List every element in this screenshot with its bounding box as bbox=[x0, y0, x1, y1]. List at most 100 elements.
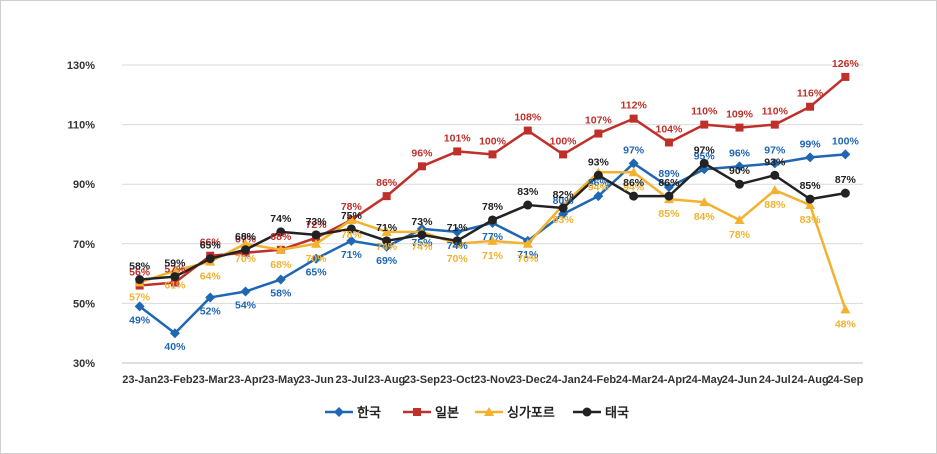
data-label: 70% bbox=[517, 253, 539, 265]
x-tick-label: 23-Apr bbox=[228, 374, 264, 386]
data-label: 83% bbox=[800, 214, 822, 226]
series-0-point bbox=[311, 253, 322, 264]
data-label: 86% bbox=[658, 177, 680, 189]
series-1-point bbox=[453, 147, 462, 156]
data-label: 68% bbox=[270, 231, 292, 243]
data-label: 65% bbox=[200, 240, 222, 252]
series-0-point bbox=[346, 235, 357, 246]
data-label: 77% bbox=[482, 231, 504, 243]
series-1-point bbox=[629, 114, 638, 123]
data-label: 61% bbox=[164, 280, 186, 292]
x-tick-label: 24-Feb bbox=[581, 374, 617, 386]
data-label: 67% bbox=[235, 234, 257, 246]
x-tick-label: 23-Jun bbox=[298, 374, 334, 386]
series-1-point bbox=[735, 123, 744, 132]
data-label: 57% bbox=[129, 292, 151, 304]
series-0-point bbox=[769, 158, 780, 169]
series-2-point bbox=[699, 197, 710, 207]
data-label: 68% bbox=[235, 231, 257, 243]
series-3-labels: 58% 59% 65% 68% 74% 73% 75% 71% 73% 71% 78% 83% 82% 9… bbox=[129, 144, 856, 272]
data-label: 78% bbox=[341, 201, 363, 213]
y-tick-label: 110% bbox=[67, 120, 95, 132]
series-2-point bbox=[522, 238, 533, 248]
data-label: 74% bbox=[270, 213, 292, 225]
series-0-point bbox=[134, 301, 145, 312]
x-tick-label: 23-Dec bbox=[510, 374, 546, 386]
series-0-point bbox=[240, 286, 251, 297]
series-1-point bbox=[594, 129, 603, 138]
series-0-point bbox=[452, 226, 463, 237]
data-label: 97% bbox=[764, 144, 786, 156]
data-label: 85% bbox=[800, 180, 822, 192]
series-3-group bbox=[135, 158, 850, 285]
data-label: 82% bbox=[553, 189, 575, 201]
data-label: 83% bbox=[517, 186, 539, 198]
series-3-point bbox=[523, 200, 533, 210]
series-0-point bbox=[734, 161, 745, 172]
series-0-point bbox=[805, 152, 816, 163]
series-1-labels: 56% 57%66% 67% 68%72%78%86%96%101% 100%108%1… bbox=[129, 58, 859, 279]
legend-marker bbox=[413, 408, 421, 416]
data-label: 78% bbox=[482, 201, 504, 213]
series-2-labels: 57%61%64%70% 68% 70%78%74% 74%70% 71% 70%83%9… bbox=[129, 181, 856, 330]
data-label: 107% bbox=[585, 115, 613, 127]
data-label: 89% bbox=[658, 168, 680, 180]
series-1-point bbox=[382, 192, 391, 201]
x-tick-label: 23-Feb bbox=[157, 374, 193, 386]
data-label: 95% bbox=[694, 150, 716, 162]
series-2-point bbox=[734, 214, 745, 224]
data-label: 65% bbox=[306, 267, 328, 279]
data-label: 71% bbox=[376, 222, 398, 234]
series-3-point bbox=[382, 236, 392, 246]
data-label: 93% bbox=[588, 156, 610, 168]
data-label: 86% bbox=[588, 177, 610, 189]
y-tick-label: 30% bbox=[73, 358, 95, 370]
data-label: 70% bbox=[447, 253, 469, 265]
x-tick-label: 24-Jul bbox=[759, 374, 791, 386]
legend-marker bbox=[334, 407, 344, 417]
data-label: 96% bbox=[729, 147, 751, 159]
data-label: 74% bbox=[376, 241, 398, 253]
series-2-point bbox=[769, 185, 780, 195]
series-0-point bbox=[275, 274, 286, 285]
x-tick-label: 23-Sep bbox=[404, 374, 440, 386]
data-label: 87% bbox=[835, 174, 857, 186]
x-tick-label: 23-Oct bbox=[440, 374, 475, 386]
data-label: 100% bbox=[550, 135, 578, 147]
data-label: 110% bbox=[691, 106, 718, 118]
data-label: 72% bbox=[306, 219, 328, 231]
series-1-point bbox=[559, 150, 568, 159]
data-label: 75% bbox=[411, 237, 433, 249]
series-1-point bbox=[523, 126, 532, 135]
data-label: 70% bbox=[235, 253, 257, 265]
x-tick-label: 24-Jan bbox=[546, 374, 581, 386]
data-label: 64% bbox=[200, 271, 222, 283]
x-tick-label: 23-May bbox=[262, 374, 300, 386]
data-label: 73% bbox=[306, 216, 328, 228]
data-label: 80% bbox=[553, 195, 575, 207]
legend-label: 한국 bbox=[357, 405, 381, 420]
data-label: 69% bbox=[376, 255, 398, 267]
data-label: 54% bbox=[235, 299, 257, 311]
data-label: 78% bbox=[341, 229, 363, 241]
data-label: 116% bbox=[797, 88, 824, 100]
legend-marker bbox=[582, 407, 592, 417]
data-label: 58% bbox=[270, 288, 292, 300]
x-tick-label: 23-Aug bbox=[368, 374, 405, 386]
data-label: 97% bbox=[694, 144, 716, 156]
x-tick-label: 23-Jan bbox=[122, 374, 157, 386]
series-3-point bbox=[699, 158, 709, 168]
data-label: 109% bbox=[726, 109, 754, 121]
data-label: 108% bbox=[514, 112, 542, 124]
data-label: 40% bbox=[164, 341, 186, 353]
data-label: 104% bbox=[655, 123, 683, 135]
y-tick-label: 70% bbox=[73, 239, 95, 251]
series-3-point bbox=[770, 170, 780, 180]
series-1-point bbox=[700, 120, 709, 129]
legend-label: 일본 bbox=[435, 405, 459, 420]
series-0-point bbox=[593, 191, 604, 202]
series-0-point bbox=[840, 149, 851, 160]
data-label: 68% bbox=[270, 259, 292, 271]
series-0-point bbox=[205, 292, 216, 303]
